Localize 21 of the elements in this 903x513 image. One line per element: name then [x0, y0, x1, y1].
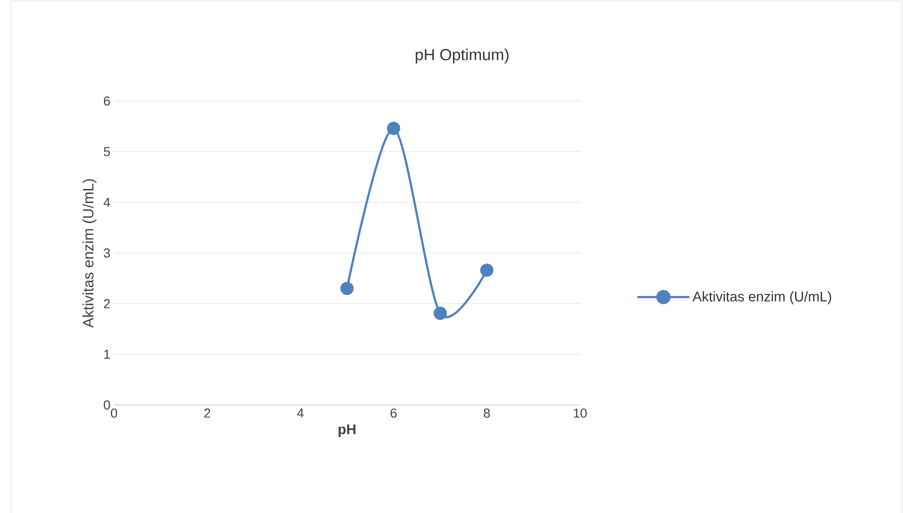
- y-tick-label: 3: [104, 248, 110, 258]
- x-tick-label: 8: [484, 408, 490, 418]
- x-tick-label: 10: [574, 408, 587, 418]
- y-tick-label: 6: [104, 96, 110, 106]
- x-tick-label: 6: [390, 408, 397, 418]
- y-tick-label: 4: [104, 198, 110, 207]
- y-tick-label: 0: [104, 400, 110, 410]
- y-tick-label: 5: [104, 147, 110, 156]
- x-axis-title: pH: [338, 424, 356, 437]
- point: [434, 306, 447, 320]
- x-tick-label: 2: [204, 408, 210, 418]
- point: [480, 264, 494, 277]
- y-axis-title: Aktivitas enzim (U/mL): [82, 179, 96, 328]
- legend-label: Aktivitas enzim (U/mL): [692, 291, 832, 304]
- y-tick-label: 2: [104, 299, 110, 308]
- point: [387, 122, 400, 135]
- chart-title: pH Optimum): [416, 48, 508, 64]
- x-tick-label: 4: [297, 408, 304, 418]
- y-tick-label: 1: [104, 350, 110, 359]
- x-tick-label: 0: [110, 408, 118, 418]
- point: [340, 282, 354, 296]
